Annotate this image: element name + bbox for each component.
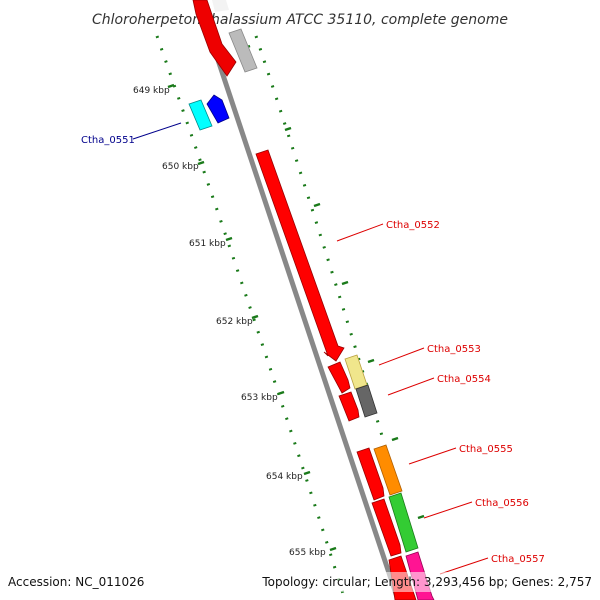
tick-label: 649 kbp [133,86,170,96]
major-ticks [167,44,425,552]
tick-mark [284,126,292,132]
cds-arrow-red-0553[interactable] [327,361,351,394]
leader-line-0557 [439,557,489,575]
cds-box-grey-top-faint [212,0,229,12]
gene-labels: Ctha_0551 Ctha_0552 Ctha_0553 Ctha_0554 … [81,135,545,565]
tick-mark [251,314,259,320]
tick-mark [391,436,399,442]
tick-label: 653 kbp [241,393,278,403]
cds-arrow-red-top[interactable] [192,0,237,77]
leader-line-0554 [387,377,435,396]
tick-label: 651 kbp [189,239,226,249]
gene-label-0556[interactable]: Ctha_0556 [475,498,529,509]
cds-box-orange[interactable] [373,444,403,496]
leader-line-0552 [336,223,384,242]
cds-box-cyan[interactable] [188,99,213,131]
tick-label: 655 kbp [289,548,326,558]
footer-backdrop [255,572,600,592]
cds-arrow-red-0555[interactable] [356,447,385,501]
tick-mark [417,514,425,520]
genome-summary-text: Topology: circular; Length: 3,293,456 bp… [261,575,592,589]
leader-line-0553 [378,347,425,366]
map-title: Chloroherpeton thalassium ATCC 35110, co… [92,12,508,28]
cds-features [188,0,435,600]
tick-mark [303,470,311,476]
tick-label: 650 kbp [162,162,199,172]
tick-label: 652 kbp [216,317,253,327]
leader-line-0555 [408,447,457,465]
cds-arrow-blue[interactable] [206,94,230,124]
gene-label-0552[interactable]: Ctha_0552 [386,220,440,231]
tick-mark [341,280,349,286]
cds-arrow-red-0554[interactable] [338,391,360,422]
tick-mark [225,236,233,242]
tick-label: 654 kbp [266,472,303,482]
cds-box-darkgrey[interactable] [355,384,378,418]
gene-label-0551[interactable]: Ctha_0551 [81,135,135,146]
gene-label-0557[interactable]: Ctha_0557 [491,554,545,565]
accession-text: Accession: NC_011026 [8,575,144,589]
leader-line-0551 [132,122,182,140]
gene-label-0554[interactable]: Ctha_0554 [437,374,491,385]
genome-backbone [205,29,401,600]
gene-leaders [132,122,489,575]
tick-mark [329,546,337,552]
tick-mark [277,390,285,396]
cds-box-grey-top[interactable] [228,28,258,73]
gene-label-0553[interactable]: Ctha_0553 [427,344,481,355]
tick-mark [167,83,175,89]
cds-box-green[interactable] [388,492,419,553]
tick-labels: 649 kbp 650 kbp 651 kbp 652 kbp 653 kbp … [133,86,326,558]
leader-line-0556 [423,501,473,519]
tick-mark [197,160,205,166]
cds-arrow-red-0556[interactable] [371,498,402,557]
tick-mark [367,358,375,364]
tick-mark [313,202,321,208]
cds-arrow-red-0552[interactable] [255,149,345,362]
gene-label-0555[interactable]: Ctha_0555 [459,444,513,455]
